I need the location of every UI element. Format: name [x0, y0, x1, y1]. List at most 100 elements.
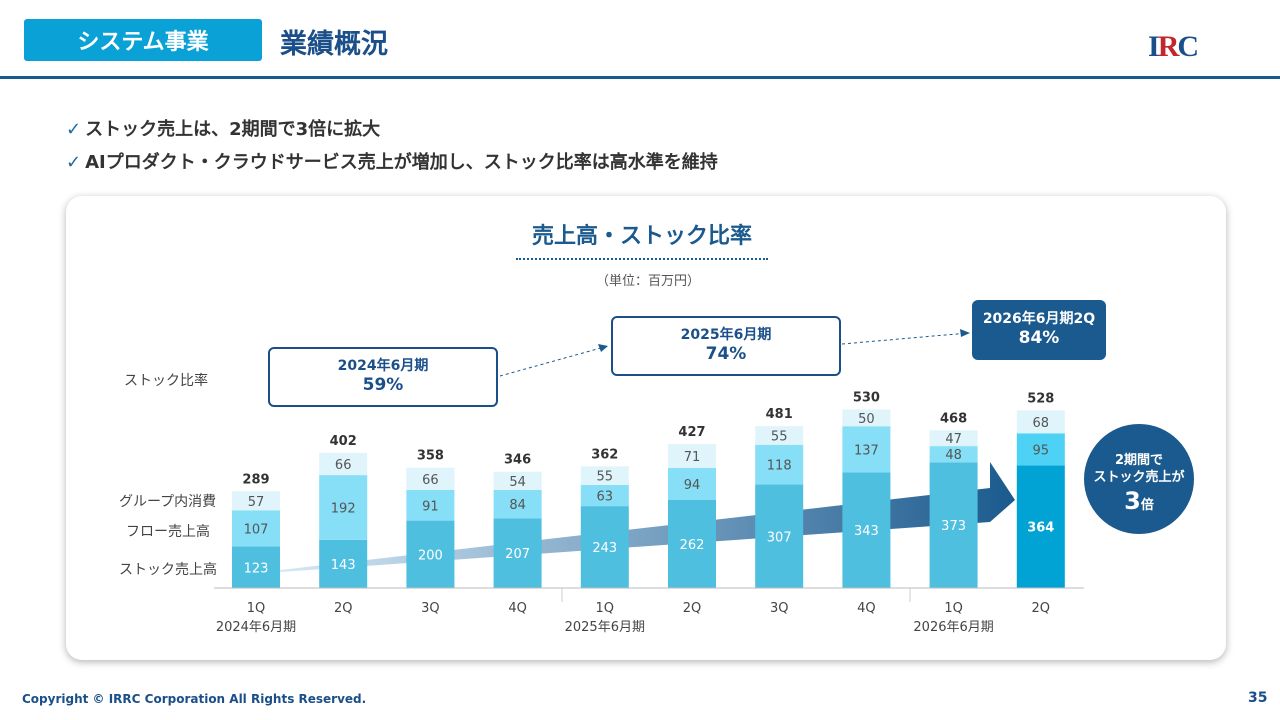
- bar-group: [668, 444, 716, 469]
- x-tick-label: 2Q: [1032, 601, 1051, 616]
- legend-stock: ストック売上高: [119, 562, 217, 578]
- bar-group: [842, 409, 891, 427]
- bar-flow: [929, 446, 978, 463]
- bar-flow: [232, 510, 280, 547]
- bar-group: [755, 426, 804, 445]
- bar-value-label: 192: [331, 501, 356, 516]
- bar-value-label: 48: [945, 448, 962, 463]
- x-group-label: 2025年6月期: [565, 620, 645, 635]
- bullet-text: ストック売上は、2期間で3倍に拡大: [85, 119, 381, 140]
- copyright: Copyright © IRRC Corporation All Rights …: [22, 692, 367, 706]
- page-title: 業績概況: [280, 29, 388, 60]
- bar-flow: [1016, 433, 1065, 466]
- bar-total-label: 358: [417, 449, 444, 464]
- bar-value-label: 66: [335, 458, 352, 473]
- growth-arrow-icon: [280, 462, 1015, 572]
- arrow-head-icon: [598, 344, 608, 352]
- header-divider: [0, 76, 1280, 79]
- x-tick-label: 4Q: [508, 601, 527, 616]
- bar-stock: [1016, 465, 1065, 588]
- bar-value-label: 91: [422, 499, 439, 514]
- bar-flow: [755, 444, 804, 485]
- bar-value-label: 95: [1033, 443, 1050, 458]
- x-group-label: 2026年6月期: [913, 620, 993, 635]
- bar-value-label: 94: [684, 478, 701, 493]
- bullet-2: ✓ AIプロダクト・クラウドサービス売上が増加し、ストック比率は高水準を維持: [66, 148, 718, 174]
- bar-total-label: 468: [940, 411, 967, 426]
- bar-value-label: 243: [592, 541, 617, 556]
- bar-stock: [668, 499, 716, 588]
- bar-value-label: 55: [771, 430, 788, 445]
- bar-stock: [929, 462, 978, 588]
- bar-value-label: 123: [244, 561, 269, 576]
- bar-stock: [580, 506, 629, 588]
- bar-group: [493, 471, 542, 490]
- bar-flow: [842, 426, 891, 473]
- bar-total-label: 362: [591, 447, 618, 462]
- x-group-label: 2024年6月期: [216, 620, 296, 635]
- bar-group: [406, 467, 455, 490]
- bar-stock: [406, 520, 455, 588]
- bar-group: [232, 491, 280, 511]
- bar-stock: [493, 518, 542, 588]
- x-tick-label: 2Q: [683, 601, 702, 616]
- bar-stock: [755, 484, 804, 588]
- bar-total-label: 481: [766, 407, 793, 422]
- bar-value-label: 63: [597, 489, 614, 504]
- bar-value-label: 54: [509, 475, 526, 490]
- bar-value-label: 66: [422, 473, 439, 488]
- bar-group: [929, 430, 978, 447]
- bar-value-label: 57: [248, 495, 265, 510]
- legend-flow: フロー売上高: [126, 524, 210, 540]
- check-icon: ✓: [66, 152, 82, 173]
- bar-value-label: 50: [858, 412, 875, 427]
- x-tick-label: 1Q: [247, 601, 266, 616]
- bar-value-label: 262: [680, 538, 705, 553]
- x-tick-label: 3Q: [421, 601, 440, 616]
- bar-total-label: 346: [504, 453, 531, 468]
- bar-value-label: 84: [509, 498, 526, 513]
- bar-flow: [668, 468, 716, 500]
- bar-flow: [319, 475, 368, 540]
- bar-total-label: 427: [678, 425, 705, 440]
- bar-value-label: 343: [854, 524, 879, 539]
- bar-value-label: 143: [331, 558, 356, 573]
- bar-value-label: 68: [1033, 416, 1050, 431]
- bar-group: [319, 452, 368, 476]
- unit-label: （単位：百万円）: [596, 274, 701, 289]
- legend-group: グループ内消費: [119, 494, 217, 510]
- bar-flow: [493, 489, 542, 519]
- bar-flow: [406, 489, 455, 521]
- bar-total-label: 530: [853, 390, 880, 405]
- x-tick-label: 2Q: [334, 601, 353, 616]
- bar-total-label: 402: [330, 434, 357, 449]
- bar-total-label: 289: [242, 472, 269, 487]
- bar-value-label: 107: [244, 523, 269, 538]
- arrow-head-icon: [960, 329, 970, 337]
- company-logo: IRC: [1148, 30, 1199, 63]
- x-tick-label: 4Q: [857, 601, 876, 616]
- ratio-connector: [841, 332, 969, 345]
- ratio-label: ストック比率: [124, 373, 208, 389]
- check-icon: ✓: [66, 119, 82, 140]
- bar-value-label: 118: [767, 459, 792, 474]
- bullet-text: AIプロダクト・クラウドサービス売上が増加し、ストック比率は高水準を維持: [85, 152, 718, 173]
- page-number: 35: [1248, 690, 1268, 706]
- bar-value-label: 137: [854, 443, 879, 458]
- bullet-1: ✓ ストック売上は、2期間で3倍に拡大: [66, 115, 380, 141]
- x-tick-label: 3Q: [770, 601, 789, 616]
- bar-value-label: 71: [684, 450, 701, 465]
- x-tick-label: 1Q: [596, 601, 615, 616]
- bar-value-label: 55: [597, 470, 614, 485]
- ratio-box-2026: 2026年6月期2Q 84%: [972, 300, 1106, 360]
- bar-stock: [232, 546, 280, 588]
- bar-stock: [319, 539, 368, 588]
- bar-group: [1016, 410, 1065, 434]
- bar-value-label: 207: [505, 547, 530, 562]
- bar-value-label: 364: [1027, 521, 1054, 536]
- bar-group: [580, 466, 629, 485]
- section-tag: システム事業: [24, 19, 262, 61]
- x-tick-label: 1Q: [944, 601, 963, 616]
- bar-value-label: 47: [945, 432, 962, 447]
